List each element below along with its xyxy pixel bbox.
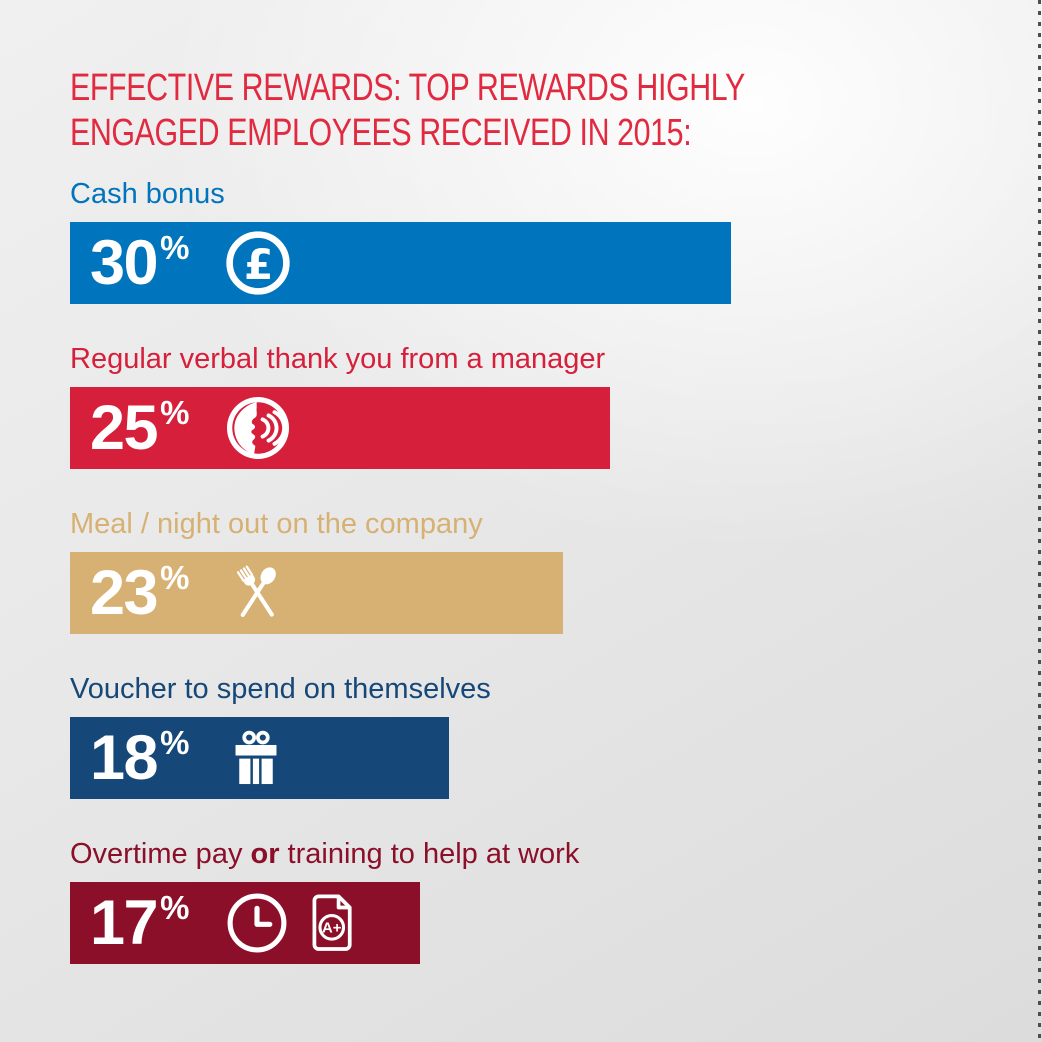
reward-row: Voucher to spend on themselves 18%: [70, 673, 731, 838]
reward-label: Cash bonus: [70, 178, 731, 210]
reward-row: Meal / night out on the company 23%: [70, 508, 731, 673]
reward-icons: [225, 727, 287, 789]
reward-value: 18%: [90, 723, 190, 793]
reward-bar: 23%: [70, 552, 563, 634]
reward-label-text: Overtime pay: [70, 838, 251, 870]
reward-bar: 25%: [70, 387, 610, 469]
reward-label-text: Regular verbal thank you from a manager: [70, 343, 606, 375]
reward-icons: [225, 395, 291, 461]
bar-chart: Cash bonus 30% £ Regular verbal thank yo…: [70, 178, 731, 1003]
pound-coin-icon: £: [225, 230, 291, 296]
reward-icons: [225, 561, 289, 625]
clock-icon: [225, 891, 289, 955]
reward-label: Voucher to spend on themselves: [70, 673, 731, 705]
perforation-dashes: [1038, 0, 1041, 1042]
reward-label-text: Meal / night out on the company: [70, 508, 483, 540]
reward-row: Cash bonus 30% £: [70, 178, 731, 343]
reward-icons: £: [225, 230, 291, 296]
reward-label-text: Cash bonus: [70, 178, 225, 210]
gift-box-icon: [225, 727, 287, 789]
reward-label: Meal / night out on the company: [70, 508, 731, 540]
reward-label: Regular verbal thank you from a manager: [70, 343, 731, 375]
reward-value: 25%: [90, 393, 190, 463]
reward-value: 23%: [90, 558, 190, 628]
reward-bar: 18%: [70, 717, 449, 799]
reward-label: Overtime pay or training to help at work: [70, 838, 731, 870]
reward-row: Overtime pay or training to help at work…: [70, 838, 731, 1003]
page-title: EFFECTIVE REWARDS: TOP REWARDS HIGHLY EN…: [70, 66, 745, 156]
svg-text:A+: A+: [322, 920, 342, 936]
reward-label-text: or: [250, 838, 280, 870]
page-title-line-1: EFFECTIVE REWARDS: TOP REWARDS HIGHLY: [70, 67, 745, 109]
reward-bar: 17% A+: [70, 882, 420, 964]
svg-text:£: £: [244, 240, 273, 289]
reward-label-text: training to help at work: [279, 838, 580, 870]
reward-value: 30%: [90, 228, 190, 298]
page-title-line-2: ENGAGED EMPLOYEES RECEIVED IN 2015:: [70, 112, 692, 154]
reward-icons: A+: [225, 891, 364, 955]
reward-bar: 30% £: [70, 222, 731, 304]
reward-label-text: Voucher to spend on themselves: [70, 673, 491, 705]
reward-row: Regular verbal thank you from a manager …: [70, 343, 731, 508]
fork-and-spoon-icon: [225, 561, 289, 625]
a-plus-certificate-icon: A+: [302, 892, 364, 954]
speaking-head-icon: [225, 395, 291, 461]
reward-value: 17%: [90, 888, 190, 958]
